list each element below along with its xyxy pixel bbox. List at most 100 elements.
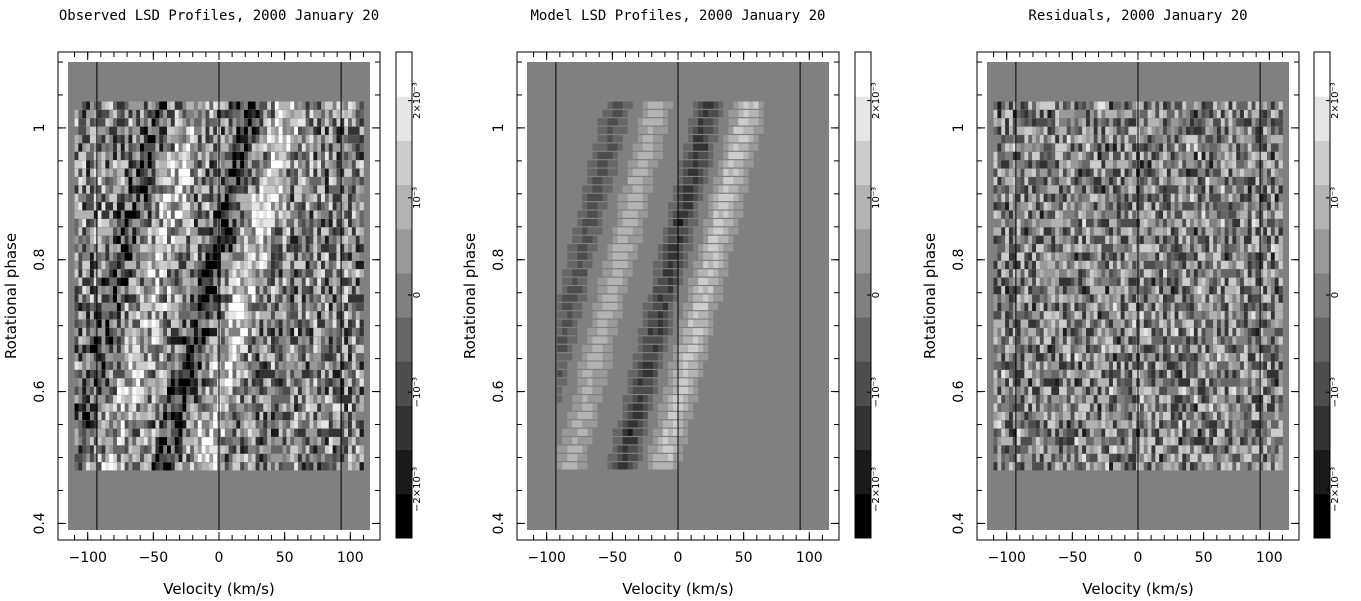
x-tick-label: 100 bbox=[337, 550, 364, 566]
heatmap-cell bbox=[113, 244, 118, 253]
heatmap-cell bbox=[773, 294, 780, 302]
heatmap-cell bbox=[97, 227, 102, 236]
heatmap-cell bbox=[186, 227, 191, 236]
heatmap-cell bbox=[244, 277, 249, 286]
heatmap-cell bbox=[348, 219, 353, 228]
heatmap-cell bbox=[182, 277, 187, 286]
heatmap-cell bbox=[255, 302, 260, 311]
heatmap-cell bbox=[602, 378, 608, 386]
heatmap-cell bbox=[136, 336, 141, 345]
heatmap-cell bbox=[718, 319, 724, 327]
heatmap-cell bbox=[602, 453, 608, 462]
heatmap-cell bbox=[201, 210, 206, 219]
heatmap-cell bbox=[662, 227, 669, 235]
heatmap-cell bbox=[793, 428, 800, 436]
heatmap-cell bbox=[577, 403, 583, 411]
heatmap-cell bbox=[688, 302, 694, 311]
heatmap-cell bbox=[151, 403, 156, 412]
heatmap-cell bbox=[120, 219, 126, 228]
heatmap-cell bbox=[267, 151, 272, 160]
heatmap-cell bbox=[718, 252, 724, 260]
heatmap-cell bbox=[197, 269, 203, 278]
heatmap-cell bbox=[662, 370, 669, 378]
heatmap-cell bbox=[247, 437, 253, 446]
heatmap-cell bbox=[617, 319, 624, 327]
heatmap-cell bbox=[193, 294, 199, 303]
heatmap-cell bbox=[733, 294, 739, 302]
heatmap-cell bbox=[577, 361, 583, 369]
heatmap-cell bbox=[151, 437, 156, 446]
heatmap-cell bbox=[355, 378, 360, 387]
heatmap-cell bbox=[247, 311, 253, 320]
heatmap-cell bbox=[278, 319, 283, 328]
heatmap-cell bbox=[743, 437, 749, 445]
heatmap-cell bbox=[155, 193, 160, 202]
heatmap-cell bbox=[247, 210, 253, 219]
heatmap-cell bbox=[286, 311, 291, 320]
heatmap-cell bbox=[101, 193, 106, 202]
heatmap-cell bbox=[271, 344, 276, 353]
heatmap-cell bbox=[723, 269, 729, 277]
heatmap-cell bbox=[723, 420, 729, 428]
heatmap-cell bbox=[213, 445, 218, 454]
heatmap-cell bbox=[713, 219, 719, 227]
heatmap-cell bbox=[753, 445, 759, 453]
heatmap-cell bbox=[313, 185, 318, 194]
heatmap-cell bbox=[232, 185, 237, 194]
heatmap-cell bbox=[793, 403, 800, 411]
heatmap-cell bbox=[773, 336, 780, 344]
heatmap-cell bbox=[783, 437, 790, 445]
heatmap-cell bbox=[140, 101, 145, 110]
heatmap-cell bbox=[708, 428, 714, 436]
heatmap-cell bbox=[128, 193, 133, 202]
heatmap-cell bbox=[232, 168, 237, 177]
heatmap-cell bbox=[263, 386, 268, 395]
heatmap-cell bbox=[190, 437, 195, 446]
heatmap-cell bbox=[244, 252, 249, 261]
heatmap-cell bbox=[240, 269, 245, 278]
heatmap-cell bbox=[344, 143, 349, 152]
heatmap-cell bbox=[209, 344, 214, 353]
heatmap-cell bbox=[567, 219, 573, 227]
heatmap-cell bbox=[132, 403, 137, 412]
heatmap-cell bbox=[163, 244, 168, 253]
heatmap-cell bbox=[201, 411, 206, 421]
heatmap-cell bbox=[297, 235, 303, 244]
heatmap-cell bbox=[773, 277, 780, 285]
heatmap-cell bbox=[182, 462, 187, 471]
heatmap-cell bbox=[155, 344, 160, 353]
heatmap-cell bbox=[167, 177, 172, 186]
heatmap-cell bbox=[793, 210, 800, 218]
heatmap-cell bbox=[642, 328, 649, 336]
heatmap-cell bbox=[89, 336, 95, 345]
heatmap-cell bbox=[678, 252, 684, 260]
heatmap-cell bbox=[728, 344, 734, 353]
heatmap-cell bbox=[163, 118, 168, 127]
heatmap-cell bbox=[718, 260, 724, 269]
heatmap-cell bbox=[672, 294, 679, 302]
heatmap-cell bbox=[773, 445, 780, 453]
heatmap-cell bbox=[627, 344, 634, 353]
heatmap-cell bbox=[763, 219, 769, 227]
heatmap-cell bbox=[116, 118, 122, 127]
heatmap-cell bbox=[86, 185, 91, 194]
heatmap-cell bbox=[124, 319, 129, 328]
heatmap-cell bbox=[662, 252, 669, 260]
heatmap-cell bbox=[255, 168, 260, 177]
heatmap-cell bbox=[753, 395, 759, 403]
heatmap-cell bbox=[678, 269, 684, 277]
heatmap-cell bbox=[82, 386, 87, 395]
heatmap-cell bbox=[259, 294, 264, 303]
heatmap-cell bbox=[186, 143, 191, 152]
heatmap-cell bbox=[602, 328, 608, 336]
heatmap-cell bbox=[240, 219, 245, 228]
heatmap-cell bbox=[170, 361, 176, 370]
heatmap-cell bbox=[186, 428, 191, 437]
heatmap-cell bbox=[113, 269, 118, 278]
heatmap-cell bbox=[105, 336, 110, 345]
heatmap-cell bbox=[773, 219, 780, 227]
heatmap-cell bbox=[120, 143, 126, 152]
heatmap-cell bbox=[278, 269, 283, 278]
heatmap-cell bbox=[348, 294, 353, 303]
heatmap-cell bbox=[93, 302, 99, 311]
